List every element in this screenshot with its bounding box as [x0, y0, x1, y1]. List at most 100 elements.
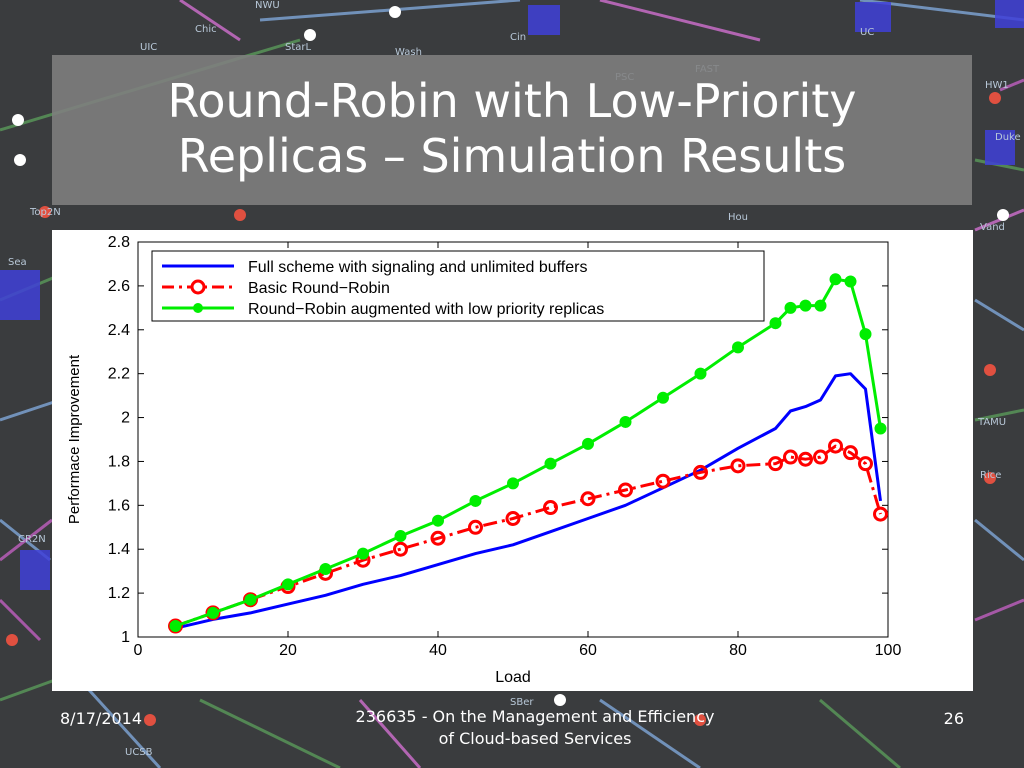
network-link: [0, 518, 53, 562]
network-link: [599, 698, 701, 768]
series-3-point: [769, 317, 782, 330]
network-link: [974, 208, 1024, 232]
network-node-label: Top2N: [29, 207, 61, 218]
y-tick-label: 2.2: [108, 366, 130, 383]
series-2-point: [393, 541, 408, 557]
y-tick-label: 1.2: [108, 585, 130, 602]
series-3-point: [694, 367, 707, 380]
network-link: [358, 699, 422, 768]
network-link: [974, 408, 1024, 422]
series-2-point: [768, 456, 783, 472]
series-2-point: [730, 458, 746, 474]
series-2-point: [580, 491, 596, 507]
x-tick-label: 20: [279, 642, 297, 659]
network-link: [819, 698, 901, 768]
network-node-label: Rice: [980, 470, 1001, 481]
network-host-node: [39, 206, 51, 218]
y-axis-label: Performace Improvement: [66, 354, 83, 524]
y-tick-label: 2.6: [108, 278, 130, 295]
network-host-node: [984, 364, 996, 376]
network-node-label: UCSB: [125, 747, 153, 758]
network-host-node: [12, 114, 24, 126]
network-link: [0, 598, 42, 642]
series-3-point: [357, 547, 369, 560]
y-tick-label: 1.6: [108, 497, 130, 514]
x-axis-label: Load: [495, 669, 531, 686]
series-2-point: [655, 473, 671, 489]
footer-course-title: 236635 - On the Management and Efficienc…: [300, 706, 770, 750]
x-tick-label: 0: [134, 642, 143, 659]
x-tick-label: 80: [729, 642, 747, 659]
x-tick-label: 40: [429, 642, 447, 659]
network-node-label: SBer: [510, 697, 534, 708]
network-host-node: [14, 154, 26, 166]
network-link: [974, 298, 1024, 332]
series-3-point: [859, 328, 872, 341]
network-link: [974, 518, 1024, 562]
network-host-node: [554, 694, 566, 706]
network-node-label: Hou: [728, 212, 748, 223]
network-router-node: [995, 0, 1024, 28]
network-router-node: [20, 550, 50, 590]
series-3-point: [544, 457, 557, 470]
x-tick-label: 60: [579, 642, 597, 659]
series-3-point: [432, 514, 444, 527]
series-3-point: [799, 299, 812, 312]
series-3-point: [874, 422, 887, 435]
y-tick-label: 2.4: [108, 322, 130, 339]
series-3-point: [282, 578, 294, 591]
network-node-label: NWU: [255, 0, 280, 11]
series-3-point: [207, 606, 219, 619]
chart-panel: 0 20 40 60 80 100 1 1.2 1.4 1.6 1.8 2 2.2 2.4 2.6 2.8 Lo…: [52, 230, 973, 691]
series-2-point: [843, 445, 858, 461]
series-2-point: [468, 519, 483, 535]
footer-course-line-1: 236635 - On the Management and Efficienc…: [355, 707, 715, 726]
network-host-node: [694, 714, 706, 726]
network-host-node: [389, 6, 401, 18]
series-2-point: [693, 464, 708, 480]
legend-entry-3: Round−Robin augmented with low priority …: [248, 301, 604, 318]
series-line-1: [175, 372, 882, 630]
network-router-node: [528, 5, 560, 35]
slide-title-line-1: Round-Robin with Low-Priority: [167, 74, 857, 128]
title-panel: Round-Robin with Low-Priority Replicas –…: [52, 55, 972, 205]
network-link: [0, 678, 56, 702]
series-2-point: [430, 530, 446, 546]
y-tick-label: 2.8: [108, 234, 130, 251]
network-host-node: [997, 209, 1009, 221]
network-node-label: Chic: [195, 24, 217, 35]
series-3-point: [732, 341, 744, 354]
network-node-label: Sea: [8, 257, 27, 268]
series-line-2: [175, 444, 882, 628]
slide-title-line-2: Replicas – Simulation Results: [177, 129, 847, 183]
network-link: [179, 0, 241, 42]
series-line-3: [175, 277, 882, 628]
y-tick-label: 1: [121, 629, 130, 646]
page-number: 26: [943, 709, 964, 728]
legend-box: [151, 250, 765, 322]
network-node-label: UIC: [140, 42, 157, 53]
network-link: [0, 398, 61, 422]
series-3-point: [244, 593, 257, 606]
x-tick-label: 100: [875, 642, 902, 659]
series-2-point: [618, 482, 633, 498]
series-3-point: [844, 275, 857, 288]
series-2-point: [813, 449, 828, 465]
series-2-point: [783, 449, 798, 465]
y-tick-label: 2: [121, 410, 130, 427]
series-3-point: [784, 301, 797, 314]
series-3-point: [814, 299, 827, 312]
footer-date: 8/17/2014: [60, 709, 143, 728]
network-router-node: [0, 270, 40, 320]
network-node-label: UC: [860, 27, 874, 38]
footer-course-line-2: of Cloud-based Services: [438, 729, 632, 748]
series-3-point: [657, 391, 669, 404]
network-node-label: Duke: [995, 132, 1021, 143]
legend-marker-2: [190, 279, 206, 295]
network-node-label: HW1: [985, 80, 1009, 91]
network-host-node: [144, 714, 156, 726]
network-node-label: Cin: [510, 32, 526, 43]
network-node-label: TAMU: [977, 417, 1006, 428]
series-3-point: [394, 530, 407, 543]
